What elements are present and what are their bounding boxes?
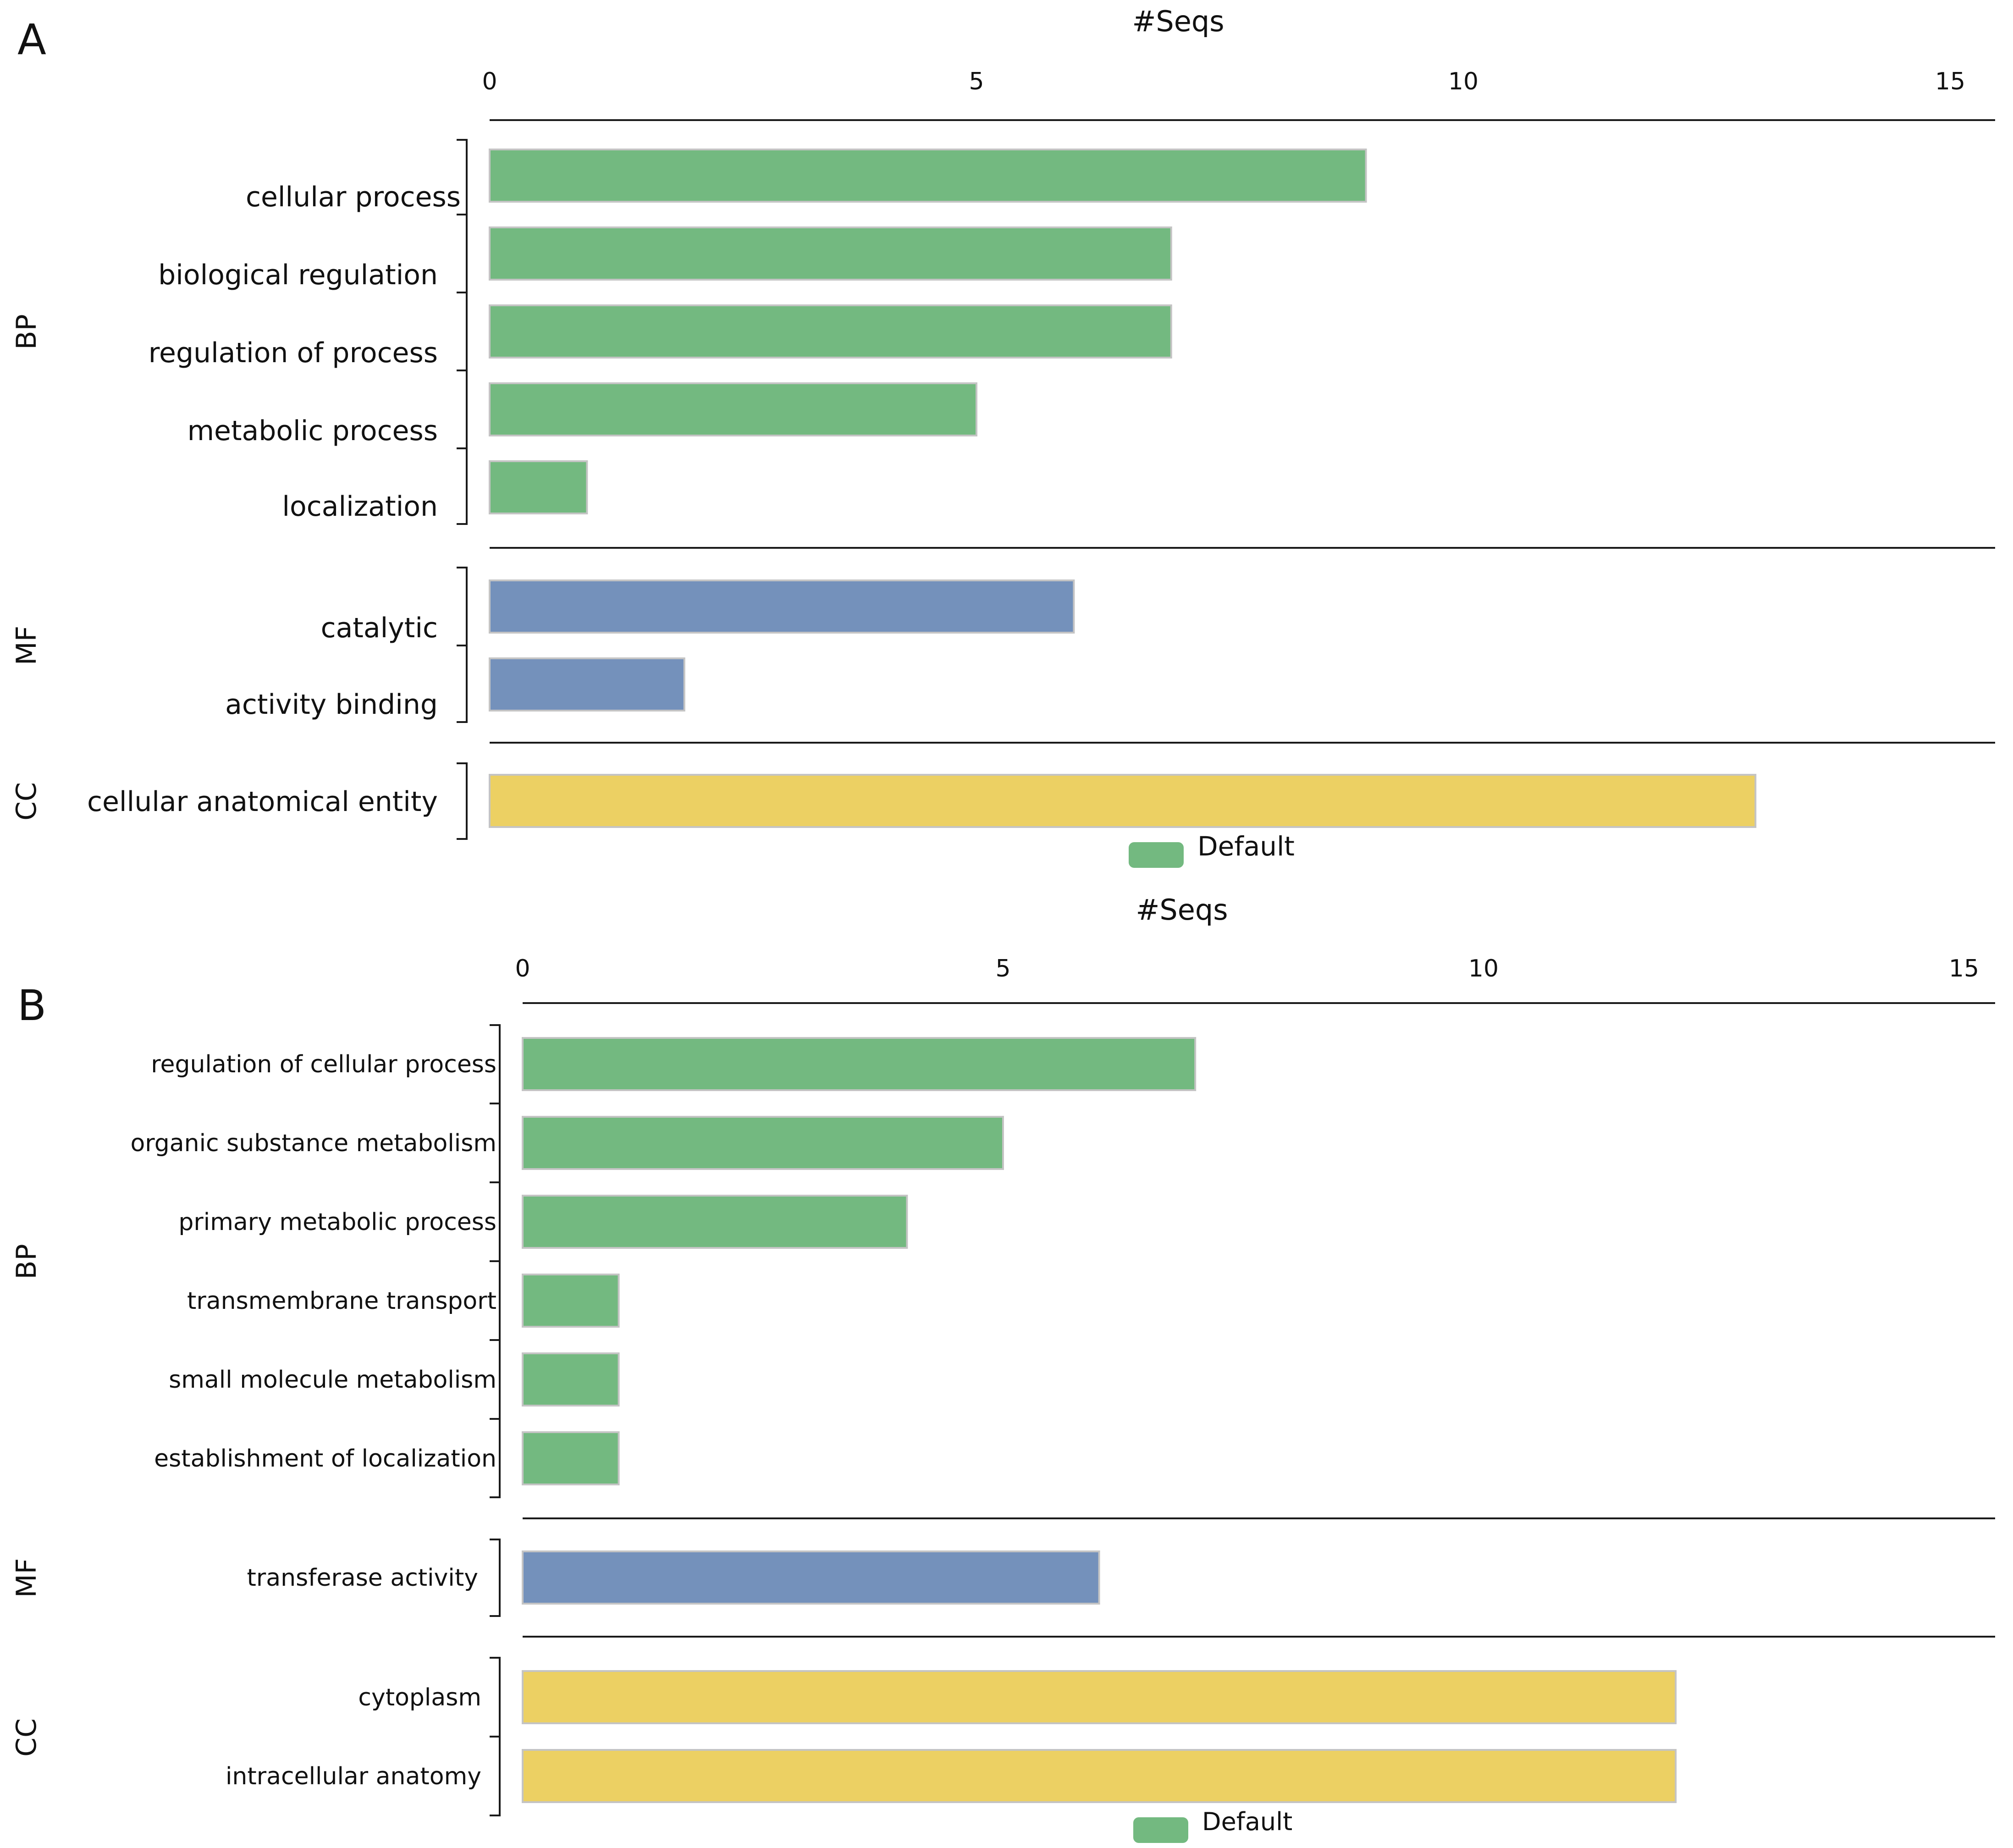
x-tick-label: 0	[515, 955, 530, 982]
bar-primary-metabolic-process	[522, 1195, 908, 1249]
group-bracket	[490, 1539, 501, 1617]
group-label-bp: BP	[11, 1244, 43, 1279]
x-tick-label: 10	[1468, 955, 1499, 982]
group-label-cc: CC	[11, 782, 43, 821]
legend-swatch	[1133, 1817, 1188, 1843]
category-label: localization	[282, 491, 438, 523]
bar-establishment-of-localization	[522, 1431, 620, 1485]
category-label: regulation of cellular process	[151, 1051, 496, 1078]
bar-small-molecule-metabolism	[522, 1352, 620, 1407]
category-label: cytoplasm	[358, 1684, 481, 1711]
bar-transferase-activity	[522, 1550, 1100, 1605]
bar-intracellular-anatomy	[522, 1749, 1677, 1803]
panel-label: A	[17, 15, 46, 64]
category-label: metabolic process	[188, 415, 438, 447]
panel-a: A #Seqs 0 5 10 15 BP cellular process biological…	[11, 5, 1995, 868]
x-tick-label: 15	[1949, 955, 1979, 982]
group-bracket	[457, 139, 468, 525]
group-label-cc: CC	[11, 1718, 43, 1757]
group-bracket	[457, 762, 468, 840]
category-label: transmembrane transport	[187, 1287, 496, 1315]
group-label-mf: MF	[11, 1558, 43, 1598]
x-tick-label: 15	[1935, 68, 1965, 95]
x-tick-label: 5	[969, 68, 984, 95]
category-label: activity binding	[225, 689, 438, 721]
category-label: organic substance metabolism	[130, 1130, 496, 1157]
bar-regulation-of-process	[489, 304, 1172, 359]
category-label: establishment of localization	[154, 1445, 496, 1473]
x-axis-title: #Seqs	[1132, 5, 1224, 38]
category-label: catalytic	[321, 612, 438, 644]
bar-regulation-of-cellular-process	[522, 1037, 1197, 1091]
bar-cellular-process	[489, 149, 1367, 203]
category-label: intracellular anatomy	[226, 1763, 481, 1790]
category-label: regulation of process	[149, 337, 438, 369]
panel-label: B	[17, 981, 46, 1030]
category-label: biological regulation	[158, 259, 438, 291]
category-label: cellular anatomical entity	[87, 786, 438, 818]
legend-label: Default	[1202, 1807, 1292, 1836]
bar-transmembrane-transport	[522, 1274, 620, 1328]
category-label: small molecule metabolism	[169, 1366, 496, 1394]
bar-metabolic-process	[489, 382, 977, 436]
bar-localization	[489, 460, 588, 514]
bar-activity-binding	[489, 657, 685, 712]
panel-b: B #Seqs 0 5 10 15 BP regulation of cellular pro…	[11, 893, 1995, 1843]
x-tick-label: 0	[482, 68, 497, 95]
group-label-bp: BP	[11, 314, 43, 349]
bar-cellular-anatomical-entity	[489, 774, 1757, 828]
bar-cytoplasm	[522, 1670, 1677, 1724]
bar-catalytic	[489, 579, 1075, 634]
bar-organic-substance-metabolism	[522, 1116, 1004, 1170]
category-label: transferase activity	[247, 1564, 478, 1592]
x-tick-label: 5	[995, 955, 1010, 982]
legend-label: Default	[1197, 831, 1295, 862]
x-axis-title: #Seqs	[1136, 893, 1228, 927]
category-label: primary metabolic process	[178, 1208, 496, 1236]
group-label-mf: MF	[11, 626, 43, 665]
category-label: cellular process	[246, 181, 461, 213]
bar-biological-regulation	[489, 226, 1172, 281]
legend-swatch	[1129, 842, 1184, 868]
x-tick-label: 10	[1448, 68, 1478, 95]
